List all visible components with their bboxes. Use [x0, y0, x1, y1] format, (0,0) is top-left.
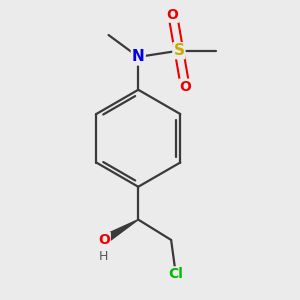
- Text: O: O: [98, 233, 110, 247]
- Text: S: S: [173, 43, 184, 58]
- Text: O: O: [167, 8, 178, 22]
- Text: N: N: [132, 50, 145, 64]
- Polygon shape: [102, 220, 138, 244]
- Text: H: H: [99, 250, 109, 263]
- Text: Cl: Cl: [168, 267, 183, 281]
- Text: O: O: [179, 80, 191, 94]
